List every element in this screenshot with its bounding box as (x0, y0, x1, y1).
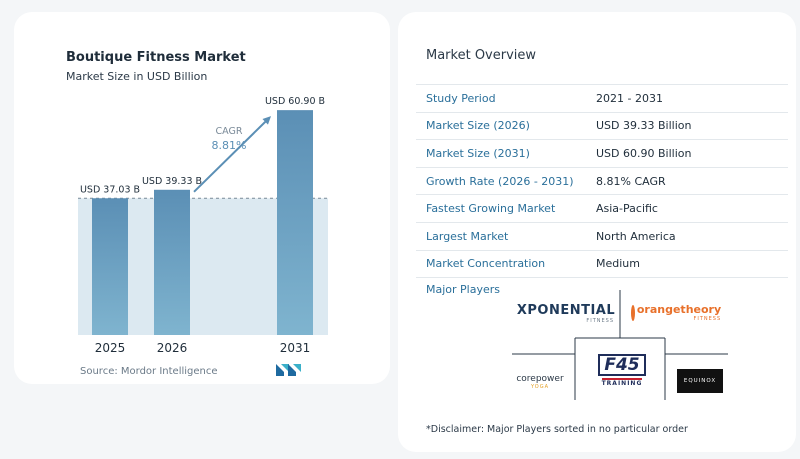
corepower-subtext: YOGA (530, 384, 549, 390)
bar-2025 (92, 198, 128, 335)
overview-row: Market Size (2026) USD 39.33 Billion (416, 113, 788, 141)
overview-title: Market Overview (426, 48, 537, 63)
orangetheory-subtext: FITNESS (693, 316, 722, 322)
logo-f45: F45 TRAINING (592, 353, 652, 387)
row-label: Fastest Growing Market (426, 202, 556, 216)
row-value: North America (596, 229, 676, 243)
cagr-arrow (193, 119, 268, 193)
orangetheory-wordmark: orangetheory (636, 303, 722, 316)
major-players-title: Major Players (426, 283, 500, 296)
row-label: Study Period (426, 91, 496, 105)
orangetheory-mark-icon (630, 305, 635, 321)
logo-corepower: corepower YOGA (510, 370, 570, 394)
bar-2031 (277, 110, 313, 335)
f45-wordmark: F45 (598, 353, 646, 376)
overview-row: Largest Market North America (416, 223, 788, 251)
cagr-label: CAGR (216, 126, 243, 137)
row-value: USD 39.33 Billion (596, 119, 692, 133)
row-value: USD 60.90 Billion (596, 146, 692, 160)
row-label: Market Size (2026) (426, 119, 530, 133)
bar-value-label: USD 37.03 B (80, 184, 140, 195)
row-value: 2021 - 2031 (596, 91, 663, 105)
equinox-wordmark: EQUINOX (683, 378, 717, 384)
cagr-value: 8.81% (212, 139, 247, 152)
logo-xponential: XPONENTIAL FITNESS (516, 302, 616, 326)
xponential-wordmark: XPONENTIAL (516, 303, 616, 318)
chart-subtitle: Market Size in USD Billion (66, 70, 208, 83)
row-value: Medium (596, 257, 640, 271)
row-label: Market Concentration (426, 257, 546, 271)
row-label: Market Size (2031) (426, 146, 530, 160)
row-label: Largest Market (426, 229, 509, 243)
x-tick-label: 2031 (280, 341, 311, 355)
overview-row: Study Period 2021 - 2031 (416, 84, 788, 113)
bar-2026 (154, 189, 190, 335)
bar-value-label: USD 39.33 B (142, 176, 202, 187)
cagr-arrowhead (262, 116, 271, 125)
corepower-wordmark: corepower (516, 374, 564, 384)
overview-table: Study Period 2021 - 2031 Market Size (202… (416, 84, 788, 279)
logo-equinox: EQUINOX (677, 369, 723, 393)
logo-orangetheory: orangetheory FITNESS (630, 300, 722, 326)
overview-card (398, 12, 796, 452)
row-label: Growth Rate (2026 - 2031) (426, 174, 574, 188)
x-tick-label: 2025 (95, 341, 126, 355)
row-value: 8.81% CAGR (596, 174, 666, 188)
f45-subtext: TRAINING (601, 377, 643, 387)
overview-row: Fastest Growing Market Asia-Pacific (416, 195, 788, 223)
overview-row: Market Concentration Medium (416, 251, 788, 279)
disclaimer: *Disclaimer: Major Players sorted in no … (426, 424, 688, 435)
mordor-logo-icon (276, 364, 301, 376)
row-value: Asia-Pacific (596, 202, 658, 216)
overview-row: Growth Rate (2026 - 2031) 8.81% CAGR (416, 168, 788, 196)
bar-value-label: USD 60.90 B (265, 96, 325, 107)
chart-title: Boutique Fitness Market (66, 50, 246, 65)
source-note: Source: Mordor Intelligence (80, 366, 218, 377)
x-tick-label: 2026 (157, 341, 188, 355)
xponential-subtext: FITNESS (586, 318, 614, 324)
overview-row: Market Size (2031) USD 60.90 Billion (416, 140, 788, 168)
